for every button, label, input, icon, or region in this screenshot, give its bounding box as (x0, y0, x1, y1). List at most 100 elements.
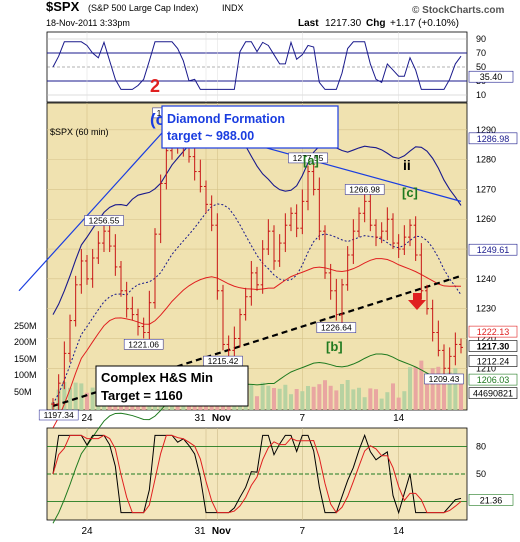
price-label-box (84, 215, 124, 226)
wave-b-label: [b] (326, 339, 343, 354)
volume-bar (396, 397, 401, 410)
wave-a-label: [a] (303, 153, 319, 168)
volume-tick-label: 50M (14, 387, 32, 397)
last-value: 1217.30 (325, 18, 362, 29)
hs-title: Complex H&S Min (101, 370, 213, 385)
hs-target: Target = 1160 (101, 388, 183, 403)
volume-bar (368, 388, 373, 410)
volume-bar (317, 384, 322, 410)
axis-value-label: 1249.61 (477, 245, 510, 255)
volume-bar (408, 367, 412, 410)
price-label: 1221.06 (128, 339, 159, 349)
volume-bar (430, 368, 435, 410)
chg-value: +1.17 (+0.10%) (390, 18, 459, 29)
wave-c-bracket-label: [c] (402, 185, 418, 200)
volume-bar (413, 367, 418, 410)
volume-bar (266, 385, 271, 410)
volume-bar (419, 360, 424, 410)
volume-bar (357, 387, 361, 410)
axis-value-box (468, 340, 518, 352)
price-x-tick-label: 7 (300, 413, 306, 424)
volume-tick-label: 150M (14, 354, 37, 364)
grid-layer (47, 32, 467, 520)
price-x-tick-label: 24 (81, 413, 93, 424)
price-label: 1256.55 (89, 216, 120, 226)
volume-bar (362, 397, 367, 410)
volume-bar (453, 368, 458, 410)
price-tick-label: 1220 (476, 333, 496, 343)
axis-value-label: 44690821 (473, 389, 513, 399)
axis-value-box (468, 387, 518, 399)
volume-bar (277, 388, 282, 410)
price-panel-title: $SPX (60 min) (50, 127, 109, 137)
down-arrow-icon (408, 293, 426, 310)
volume-bar (425, 374, 429, 410)
stoch-value-box (468, 494, 514, 506)
diamond-box (161, 105, 339, 149)
price-tick-label: 1240 (476, 274, 496, 284)
rsi-wave-2-label: 2 (150, 76, 160, 96)
diamond-title: Diamond Formation (167, 112, 285, 126)
volume-bar (459, 378, 463, 410)
price-tick-label: 1260 (476, 214, 496, 224)
rsi-tick-label: 70 (476, 48, 486, 58)
volume-bar (79, 383, 84, 410)
upper-envelope-line (52, 126, 462, 315)
chg-label: Chg (366, 18, 385, 29)
rsi-tick-label: 90 (476, 34, 486, 44)
volume-bar (442, 373, 446, 410)
axis-value-label: 1286.98 (477, 134, 510, 144)
price-tick-label: 1280 (476, 155, 496, 165)
axis-value-box (468, 355, 518, 367)
volume-bar (68, 387, 72, 410)
volume-bar (283, 384, 288, 410)
price-label: 1226.64 (321, 323, 352, 333)
chart-index-name: (S&P 500 Large Cap Index) (88, 3, 198, 13)
price-label: 1209.43 (429, 374, 460, 384)
axis-value-box (468, 243, 518, 256)
price-x-tick-label: Nov (212, 413, 231, 424)
axis-value-box (468, 373, 518, 386)
stoch-x-tick-label: 24 (81, 526, 93, 537)
volume-tick-label: 200M (14, 337, 37, 347)
volume-bar (379, 398, 384, 410)
price-x-tick-label: 14 (393, 413, 405, 424)
stoch-value-label: 21.36 (480, 495, 503, 505)
left-diamond-line (18, 121, 173, 292)
price-label-box (316, 322, 357, 333)
price-label-box (344, 184, 385, 195)
axis-value-box (468, 325, 518, 338)
price-label-box (123, 339, 164, 350)
price-label: 1215.42 (208, 356, 239, 366)
price-label: 1277.55 (293, 153, 324, 163)
price-label-box (424, 373, 464, 385)
axis-value-label: 1217.30 (477, 342, 510, 352)
volume-bar (255, 396, 259, 410)
volume-tick-label: 250M (14, 321, 37, 331)
price-tick-label: 1270 (476, 184, 496, 194)
volume-bar (340, 384, 344, 410)
volume-bar (62, 382, 67, 410)
axis-value-label: 1206.03 (477, 375, 510, 385)
lower-envelope-line (52, 353, 462, 524)
rsi-tick-label: 10 (476, 90, 486, 100)
price-label-box (288, 152, 328, 164)
hs-box (95, 365, 249, 407)
volume-bar (385, 392, 390, 410)
volume-bar (436, 366, 441, 410)
chart-symbol: $SPX (46, 0, 80, 14)
volume-bar (289, 394, 293, 410)
price-label-box (38, 409, 79, 421)
volume-bar (85, 392, 89, 410)
axis-value-label: 1212.24 (477, 357, 510, 367)
price-tick-label: 1290 (476, 125, 496, 135)
volume-bar (260, 382, 265, 410)
price-panel (46, 102, 468, 411)
volume-bar (73, 382, 78, 410)
chart-exchange: INDX (222, 3, 244, 13)
volume-bar (345, 380, 350, 410)
price-tick-label: 1210 (476, 363, 496, 373)
axis-value-label: 1222.13 (477, 327, 510, 337)
